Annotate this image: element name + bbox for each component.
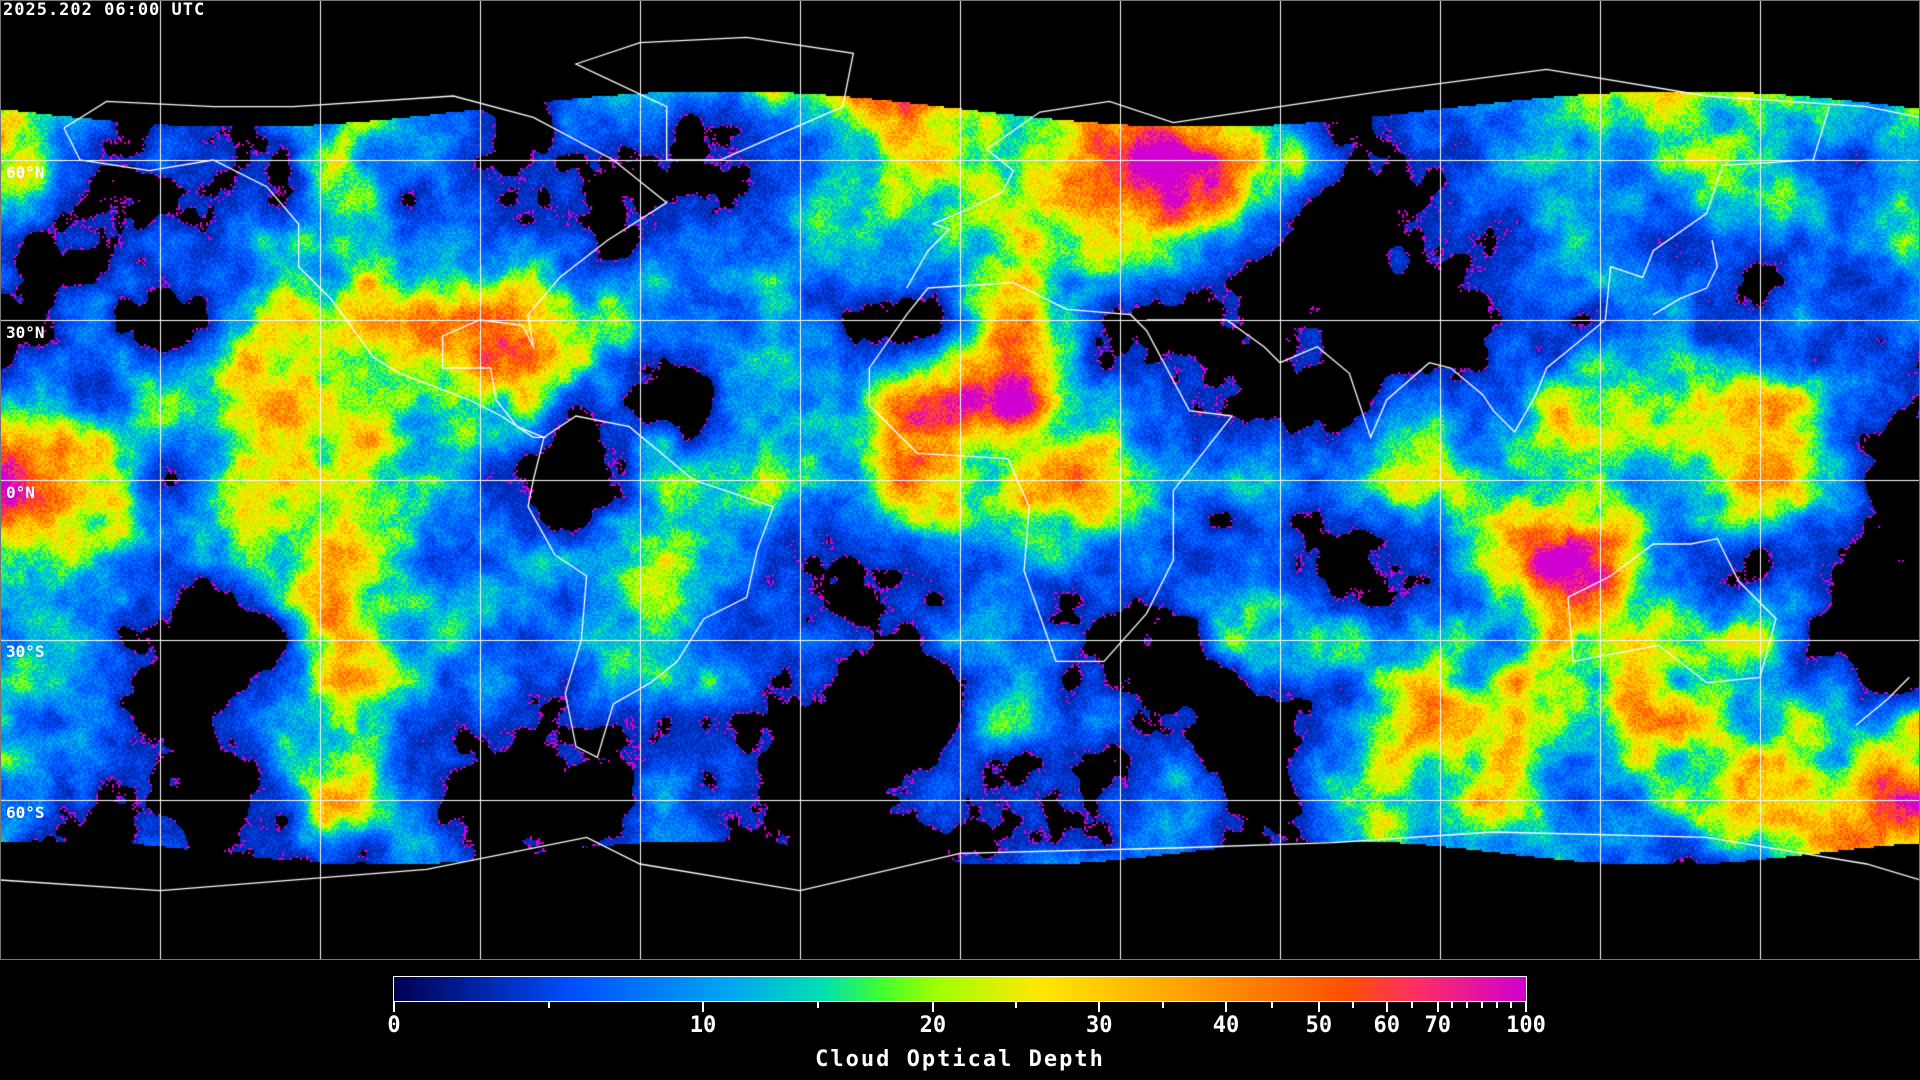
major-tick — [1098, 1002, 1101, 1012]
tick-label: 100 — [1506, 1013, 1546, 1038]
minor-tick — [1495, 1002, 1498, 1008]
minor-tick — [1015, 1002, 1018, 1008]
tick-label: 30 — [1085, 1013, 1113, 1038]
major-tick — [1436, 1002, 1439, 1012]
minor-tick — [1351, 1002, 1354, 1008]
major-tick — [1385, 1002, 1388, 1012]
major-tick — [1225, 1002, 1228, 1012]
minor-tick — [1271, 1002, 1274, 1008]
tick-label: 10 — [689, 1013, 717, 1038]
major-tick — [702, 1002, 705, 1012]
minor-tick — [1451, 1002, 1454, 1008]
minor-tick — [1510, 1002, 1513, 1008]
minor-tick — [547, 1002, 550, 1008]
minor-tick — [1161, 1002, 1164, 1008]
colorbar — [393, 976, 1527, 1002]
minor-tick — [1480, 1002, 1483, 1008]
tick-label: 60 — [1373, 1013, 1401, 1038]
tick-label: 0 — [387, 1013, 401, 1038]
lat-label-60s: 60°S — [6, 803, 45, 822]
major-tick — [393, 1002, 395, 1012]
minor-tick — [816, 1002, 819, 1008]
lat-label-30s: 30°S — [6, 642, 45, 661]
timestamp-label: 2025.202 06:00 UTC — [3, 0, 206, 20]
cloud-optical-depth-map — [0, 0, 1920, 960]
tick-label: 40 — [1212, 1013, 1240, 1038]
colorbar-ticks: 0 10 20 30 40 50 60 70 100 — [387, 1002, 1546, 1062]
colorbar-title: Cloud Optical Depth — [815, 1047, 1105, 1072]
tick-label: 50 — [1305, 1013, 1333, 1038]
minor-tick — [1466, 1002, 1469, 1008]
tick-label: 20 — [919, 1013, 947, 1038]
major-tick — [1525, 1002, 1527, 1012]
lat-label-60n: 60°N — [6, 163, 45, 182]
major-tick — [1317, 1002, 1320, 1012]
minor-tick — [1411, 1002, 1414, 1008]
tick-label: 70 — [1424, 1013, 1451, 1038]
lat-label-0n: 0°N — [6, 483, 35, 502]
major-tick — [931, 1002, 934, 1012]
lat-label-30n: 30°N — [6, 323, 45, 342]
